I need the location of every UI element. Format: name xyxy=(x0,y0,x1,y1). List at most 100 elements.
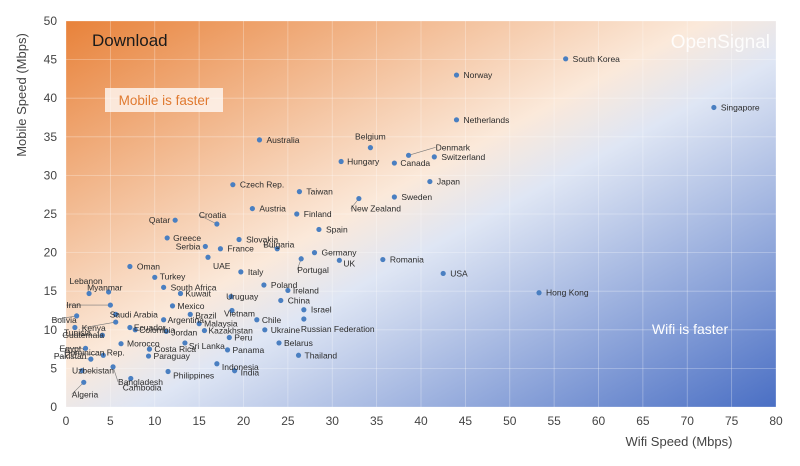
point-indonesia xyxy=(214,361,220,367)
point-china xyxy=(278,297,284,304)
leader-kenya xyxy=(81,321,116,329)
data-points xyxy=(72,56,717,385)
label-kuwait: Kuwait xyxy=(185,289,211,299)
y-tick-label: 5 xyxy=(50,361,57,375)
point-italy xyxy=(238,269,244,275)
point-norway xyxy=(453,72,460,78)
point-slovakia xyxy=(236,236,242,243)
label-croatia: Croatia xyxy=(199,210,227,220)
point-kenya xyxy=(113,319,119,325)
point-germany xyxy=(311,250,318,256)
y-tick-label: 30 xyxy=(44,168,58,182)
point-guatemala xyxy=(99,332,105,338)
label-finland: Finland xyxy=(304,209,332,219)
x-tick-label: 25 xyxy=(281,414,295,428)
label-china: China xyxy=(288,295,310,305)
point-spain xyxy=(316,226,322,233)
point-singapore xyxy=(711,104,717,111)
leader-lines xyxy=(51,147,436,395)
point-argentina xyxy=(161,317,167,323)
point-canada xyxy=(391,160,397,166)
x-tick-label: 35 xyxy=(370,414,384,428)
label-austria: Austria xyxy=(259,204,286,214)
label-uae: UAE xyxy=(213,261,231,271)
label-argentina: Argentina xyxy=(168,315,205,325)
label-switzerland: Switzerland xyxy=(441,152,485,162)
mobile-faster-box xyxy=(105,88,223,112)
leader-pakistan xyxy=(53,355,91,360)
label-saudi-arabia: Saudi Arabia xyxy=(110,309,158,319)
y-tick-label: 40 xyxy=(44,91,58,105)
point-panama xyxy=(224,347,231,353)
label-morocco: Morocco xyxy=(127,339,160,349)
x-tick-label: 75 xyxy=(725,414,739,428)
label-denmark: Denmark xyxy=(436,142,471,152)
point-tunisia xyxy=(72,324,78,331)
leader-algeria xyxy=(71,382,84,395)
label-jordan: Jordan xyxy=(171,327,197,337)
x-tick-label: 55 xyxy=(547,414,561,428)
point-russian-federation xyxy=(301,316,307,322)
point-lebanon xyxy=(106,289,112,295)
point-israel xyxy=(301,307,307,313)
label-south-korea: South Korea xyxy=(573,54,621,64)
label-costa-rica: Costa Rica xyxy=(154,344,196,354)
label-romania: Romania xyxy=(390,255,424,265)
label-dominican-rep: Dominican Rep. xyxy=(64,347,124,357)
point-uzbekistan xyxy=(79,368,85,374)
label-qatar: Qatar xyxy=(149,215,170,225)
point-hong-kong xyxy=(536,290,542,296)
x-tick-label: 15 xyxy=(192,414,206,428)
point-kazakhstan xyxy=(201,327,208,334)
point-sweden xyxy=(391,194,397,200)
label-mexico: Mexico xyxy=(178,301,205,311)
point-brazil xyxy=(187,311,193,317)
label-poland: Poland xyxy=(271,280,298,290)
label-usa: USA xyxy=(450,268,468,278)
point-greece xyxy=(164,235,170,241)
label-new-zealand: New Zealand xyxy=(351,204,401,214)
label-bulgaria: Bulgaria xyxy=(263,240,294,250)
label-serbia: Serbia xyxy=(176,241,201,251)
point-labels: South Korea Norway Singapore Netherlands Aus… xyxy=(52,54,760,399)
label-singapore: Singapore xyxy=(721,102,760,112)
point-new-zealand xyxy=(356,195,362,202)
label-hong-kong: Hong Kong xyxy=(546,288,589,298)
point-india xyxy=(232,368,238,374)
label-belarus: Belarus xyxy=(284,338,313,348)
label-guatemala: Guatemala xyxy=(62,330,104,340)
label-oman: Oman xyxy=(137,261,160,271)
label-algeria: Algeria xyxy=(72,389,99,399)
label-pakistan: Pakistan xyxy=(54,351,87,361)
label-czech-rep: Czech Rep. xyxy=(240,180,284,190)
y-tick-label: 15 xyxy=(44,284,58,298)
point-malaysia xyxy=(196,321,202,327)
label-bangladesh: Bangladesh xyxy=(118,377,163,387)
x-tick-label: 60 xyxy=(592,414,606,428)
point-ecuador xyxy=(127,324,133,331)
label-australia: Australia xyxy=(266,135,299,145)
y-tick-label: 0 xyxy=(50,400,57,414)
label-portugal: Portugal xyxy=(297,265,329,275)
point-egypt xyxy=(82,345,89,351)
label-italy: Italy xyxy=(248,267,264,277)
point-bulgaria xyxy=(274,246,280,252)
point-myanmar xyxy=(86,290,92,297)
x-tick-label: 0 xyxy=(63,414,70,428)
axis-ticks: 0 5 10 15 20 25 30 35 40 45 50 55 60 65 70 75 80 0 5 10 15 20… xyxy=(44,14,783,428)
y-tick-label: 25 xyxy=(44,207,58,221)
point-serbia xyxy=(202,243,208,250)
leader-denmark xyxy=(408,147,436,156)
point-colombia xyxy=(132,327,138,333)
label-netherlands: Netherlands xyxy=(464,115,510,125)
point-sri-lanka xyxy=(182,340,188,346)
point-ukraine xyxy=(262,327,268,333)
mobile-faster-label: Mobile is faster xyxy=(119,93,210,108)
chart-title: Download xyxy=(92,31,168,50)
label-uruguay: Uruguay xyxy=(226,292,259,302)
label-ireland: Ireland xyxy=(293,285,319,295)
label-israel: Israel xyxy=(311,305,332,315)
point-usa xyxy=(440,270,446,277)
label-lebanon: Lebanon xyxy=(70,276,103,286)
label-india: India xyxy=(241,368,260,378)
